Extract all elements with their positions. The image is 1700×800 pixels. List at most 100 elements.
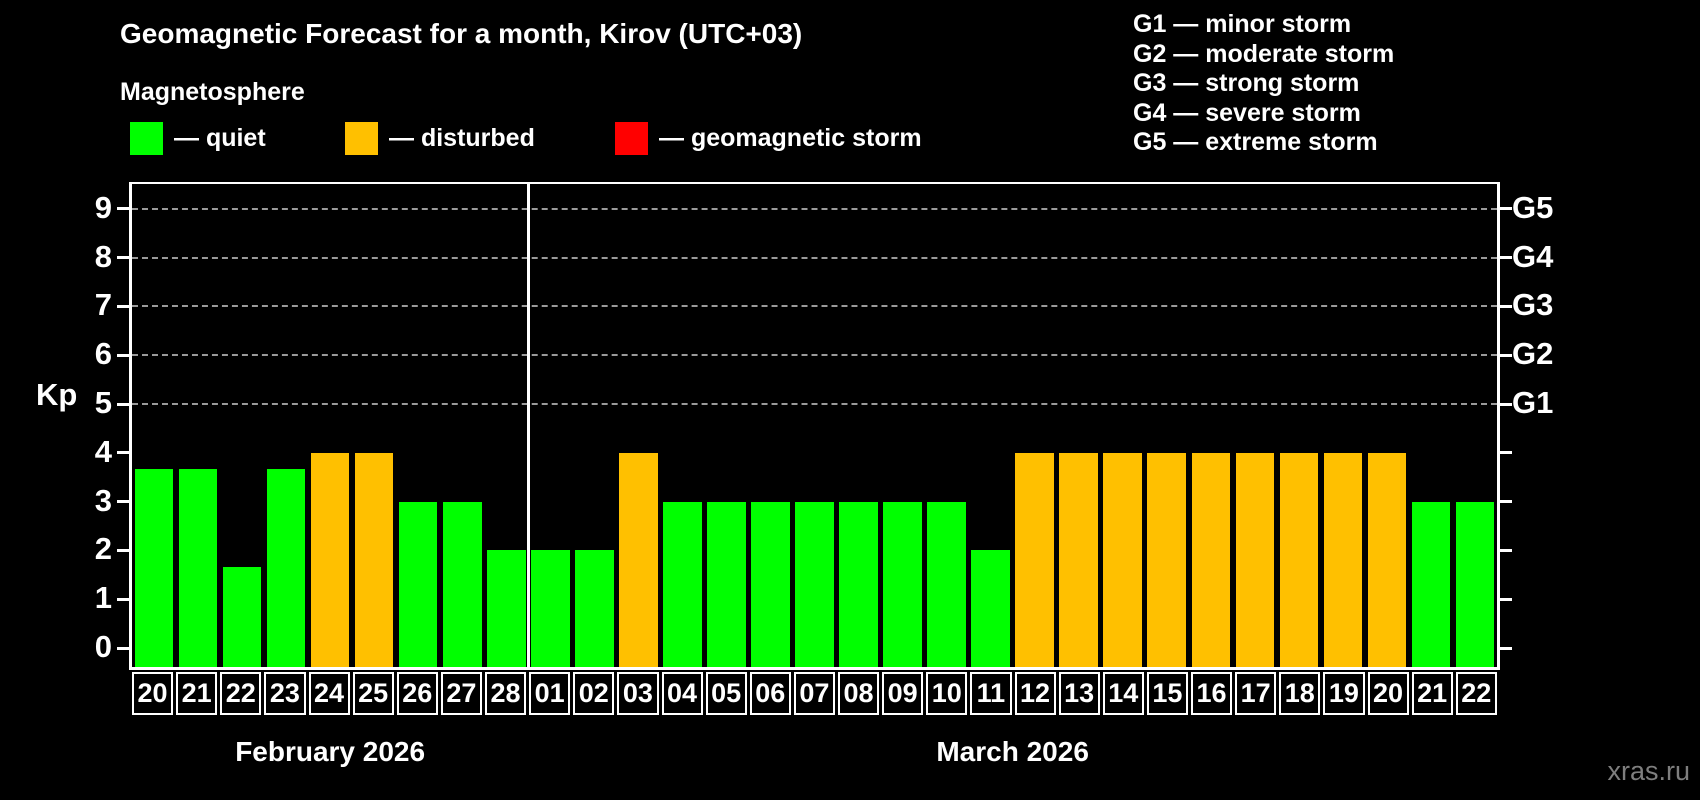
day-label-09: 09 [882,672,924,715]
kp-bar-day-04 [663,501,702,667]
day-label-07: 07 [793,672,835,715]
day-label-08: 08 [838,672,880,715]
right-axis-label-g3: G3 [1512,287,1554,323]
day-label-22: 22 [1455,672,1497,715]
kp-bar-day-22 [1455,501,1495,667]
gridline-kp8 [132,256,1497,259]
watermark: xras.ru [1607,756,1690,786]
x-axis-day-labels: 20 21 22 23 24 25 26 27 28 01 02 03 04 05 06 07 08 09 10 11… [132,672,1497,715]
kp-bar-day-14 [1103,452,1142,667]
day-label-27: 27 [440,672,482,715]
y-tick-label-5: 5 [94,385,112,420]
day-label-21: 21 [176,672,218,715]
y-tick-label-6: 6 [94,336,112,372]
kp-bar-day-11 [971,550,1010,667]
kp-bar-day-20 [1367,452,1407,667]
day-label-25: 25 [352,672,394,715]
kp-bar-day-25 [354,452,394,667]
kp-bar-day-09 [883,501,922,667]
left-tick-kp3 [117,500,129,504]
right-tick-kp8 [1500,256,1512,260]
day-label-17: 17 [1235,672,1277,715]
left-tick-kp8 [117,256,129,260]
day-label-23: 23 [264,672,306,715]
left-tick-kp9 [117,207,129,211]
y-axis-title: Kp [36,377,78,412]
plot-border-bottom [129,667,1500,670]
kp-bar-day-10 [927,501,966,667]
kp-bar-day-17 [1235,452,1275,667]
day-label-28: 28 [485,672,527,715]
plot-border-top [129,182,1500,184]
kp-bar-day-05 [707,501,746,667]
right-tick-kp1 [1500,597,1512,601]
storm-scale-g1: G1 — minor storm [1133,10,1352,38]
kp-bar-day-02 [575,550,614,667]
left-tick-kp2 [117,548,129,552]
left-tick-kp4 [117,451,129,455]
right-axis-label-g4: G4 [1512,238,1554,274]
day-label-20: 20 [132,672,174,715]
y-tick-label-2: 2 [94,531,112,567]
chart-title: Geomagnetic Forecast for a month, Kirov … [120,18,803,49]
kp-bar-day-23 [266,468,306,667]
legend-item-disturbed: — disturbed [345,121,535,155]
day-label-18: 18 [1279,672,1321,715]
kp-bar-day-12 [1015,452,1054,667]
right-tick-kp5 [1500,402,1512,406]
day-label-13: 13 [1058,672,1100,715]
right-tick-kp6 [1500,353,1512,357]
storm-scale-legend: G1 — minor storm G2 — moderate storm G3 … [1133,10,1394,158]
month-label-february: February 2026 [235,736,426,767]
y-tick-label-1: 1 [94,580,112,616]
day-label-11: 11 [970,672,1012,715]
y-tick-label-4: 4 [94,433,112,469]
day-label-04: 04 [661,672,703,715]
kp-bar-day-16 [1191,452,1231,667]
legend-item-quiet: — quiet [130,121,266,155]
storm-scale-g3: G3 — strong storm [1133,69,1360,97]
legend-item-storm: — geomagnetic storm [615,121,922,155]
disturbed-color-swatch [345,121,378,155]
kp-bar-day-28 [487,550,526,667]
gridline-kp7 [132,305,1497,308]
gridline-kp6 [132,354,1497,357]
y-tick-label-0: 0 [94,629,112,664]
kp-bar-day-20 [134,468,174,667]
kp-bar-day-06 [751,501,790,667]
right-tick-kp4 [1500,451,1512,455]
day-label-21: 21 [1411,672,1453,715]
kp-bar-day-24 [310,452,350,667]
quiet-color-swatch [130,121,163,155]
y-tick-label-8: 8 [94,238,112,274]
y-tick-label-3: 3 [94,482,112,518]
plot-border-right [1497,182,1500,670]
storm-scale-g4: G4 — severe storm [1133,98,1361,127]
day-label-06: 06 [749,672,791,715]
right-axis-label-g1: G1 [1512,385,1554,420]
storm-color-swatch [615,121,648,155]
right-tick-kp0 [1500,646,1512,650]
kp-bar-day-26 [398,501,438,667]
day-label-22: 22 [220,672,262,715]
kp-bar-day-21 [1411,501,1451,667]
kp-bar-day-22 [222,566,262,667]
gridline-kp5 [132,403,1497,405]
right-tick-kp3 [1500,500,1512,504]
month-divider-line [526,184,530,667]
right-axis-label-g5: G5 [1512,189,1554,225]
kp-bar-day-08 [839,501,878,667]
day-label-26: 26 [396,672,438,715]
day-label-05: 05 [705,672,747,715]
legend-label-disturbed: — disturbed [389,123,535,152]
kp-bar-day-19 [1323,452,1363,667]
day-label-12: 12 [1014,672,1056,715]
plot-area [117,182,1512,670]
legend-label-storm: — geomagnetic storm [659,123,922,152]
y-tick-label-7: 7 [94,287,112,323]
day-label-01: 01 [529,672,571,715]
legend-label-quiet: — quiet [174,123,266,152]
y-tick-label-9: 9 [94,189,112,225]
gridline-kp9 [132,207,1497,210]
right-tick-kp9 [1500,207,1512,211]
